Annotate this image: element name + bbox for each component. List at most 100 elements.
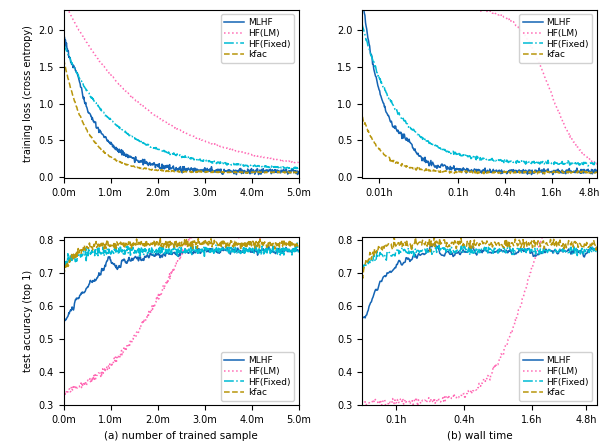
kfac xyxy=(541,171,548,177)
MLHF xyxy=(359,315,367,320)
HF(Fixed) xyxy=(584,164,591,169)
kfac xyxy=(387,158,394,164)
MLHF xyxy=(504,250,511,255)
HF(LM) xyxy=(289,159,296,165)
HF(LM) xyxy=(295,232,302,237)
kfac xyxy=(188,244,195,249)
MLHF xyxy=(295,169,302,174)
kfac xyxy=(499,244,506,249)
MLHF xyxy=(290,168,297,173)
MLHF xyxy=(593,168,601,173)
MLHF xyxy=(530,169,537,175)
kfac xyxy=(200,169,207,175)
HF(Fixed) xyxy=(188,248,195,253)
Line: kfac: kfac xyxy=(362,237,597,278)
Legend: MLHF, HF(LM), HF(Fixed), kfac: MLHF, HF(LM), HF(Fixed), kfac xyxy=(519,352,593,401)
HF(LM) xyxy=(295,159,302,165)
HF(Fixed) xyxy=(358,264,365,269)
kfac xyxy=(500,244,507,249)
HF(LM) xyxy=(253,153,260,159)
Legend: MLHF, HF(LM), HF(Fixed), kfac: MLHF, HF(LM), HF(Fixed), kfac xyxy=(519,14,593,63)
HF(LM) xyxy=(436,6,443,11)
Line: HF(LM): HF(LM) xyxy=(362,229,597,406)
MLHF xyxy=(173,251,181,256)
HF(LM) xyxy=(452,7,459,12)
HF(Fixed) xyxy=(498,249,505,254)
HF(LM) xyxy=(528,45,536,51)
HF(LM) xyxy=(280,227,287,233)
Line: MLHF: MLHF xyxy=(362,0,597,175)
X-axis label: (a) number of trained sample: (a) number of trained sample xyxy=(104,431,258,441)
HF(LM) xyxy=(173,126,180,131)
kfac xyxy=(528,171,535,176)
HF(LM) xyxy=(60,0,67,4)
HF(Fixed) xyxy=(60,40,67,45)
HF(LM) xyxy=(253,233,261,238)
HF(LM) xyxy=(173,258,181,263)
kfac xyxy=(593,241,601,247)
HF(Fixed) xyxy=(173,152,180,158)
MLHF xyxy=(187,166,195,171)
HF(Fixed) xyxy=(293,240,301,246)
MLHF xyxy=(188,250,195,255)
MLHF xyxy=(172,252,179,257)
Y-axis label: test accuracy (top 1): test accuracy (top 1) xyxy=(23,270,33,372)
HF(LM) xyxy=(507,16,514,22)
kfac xyxy=(242,171,250,176)
HF(Fixed) xyxy=(201,245,208,250)
MLHF xyxy=(431,241,439,247)
MLHF xyxy=(358,314,365,319)
Legend: MLHF, HF(LM), HF(Fixed), kfac: MLHF, HF(LM), HF(Fixed), kfac xyxy=(221,352,294,401)
MLHF xyxy=(528,168,536,173)
HF(Fixed) xyxy=(573,247,580,252)
MLHF xyxy=(290,247,298,252)
MLHF xyxy=(593,247,601,252)
HF(Fixed) xyxy=(171,152,179,158)
MLHF xyxy=(500,248,507,254)
HF(LM) xyxy=(503,343,510,349)
HF(LM) xyxy=(593,160,601,166)
MLHF xyxy=(233,172,240,177)
MLHF xyxy=(362,315,369,321)
HF(LM) xyxy=(530,48,537,53)
HF(Fixed) xyxy=(187,155,195,160)
HF(Fixed) xyxy=(451,150,459,155)
HF(Fixed) xyxy=(558,246,565,251)
MLHF xyxy=(201,248,208,254)
HF(LM) xyxy=(557,232,564,237)
kfac xyxy=(358,113,365,119)
kfac xyxy=(295,242,302,247)
MLHF xyxy=(265,244,272,249)
HF(Fixed) xyxy=(593,160,601,165)
Line: HF(Fixed): HF(Fixed) xyxy=(64,43,299,169)
Line: kfac: kfac xyxy=(64,237,299,275)
Line: kfac: kfac xyxy=(362,116,597,174)
MLHF xyxy=(573,248,580,253)
HF(LM) xyxy=(387,6,395,12)
HF(LM) xyxy=(571,227,579,232)
kfac xyxy=(529,169,536,175)
HF(Fixed) xyxy=(499,250,506,255)
MLHF xyxy=(558,248,565,253)
kfac xyxy=(253,170,261,175)
HF(Fixed) xyxy=(61,263,68,269)
kfac xyxy=(253,240,261,246)
kfac xyxy=(390,234,398,240)
kfac xyxy=(506,169,513,175)
HF(Fixed) xyxy=(503,249,510,254)
HF(LM) xyxy=(364,4,371,9)
kfac xyxy=(60,272,67,277)
HF(LM) xyxy=(498,352,505,357)
MLHF xyxy=(61,318,68,323)
HF(Fixed) xyxy=(295,167,302,172)
HF(Fixed) xyxy=(358,19,365,25)
HF(Fixed) xyxy=(593,249,601,254)
HF(LM) xyxy=(188,234,195,239)
HF(LM) xyxy=(171,125,179,130)
HF(Fixed) xyxy=(506,159,513,164)
MLHF xyxy=(173,167,180,172)
HF(Fixed) xyxy=(290,245,297,250)
MLHF xyxy=(387,119,394,124)
HF(Fixed) xyxy=(173,250,181,256)
Line: HF(LM): HF(LM) xyxy=(362,7,597,164)
